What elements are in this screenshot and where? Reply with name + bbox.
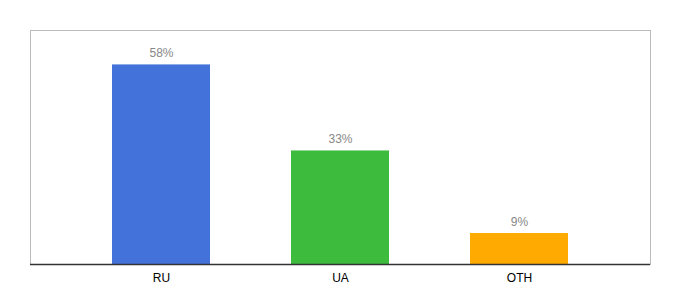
svg-text:RU: RU [153, 271, 170, 285]
svg-text:UA: UA [332, 271, 349, 285]
svg-text:33%: 33% [328, 132, 352, 146]
svg-text:9%: 9% [511, 215, 529, 229]
svg-text:58%: 58% [149, 46, 173, 60]
svg-text:OTH: OTH [507, 271, 532, 285]
